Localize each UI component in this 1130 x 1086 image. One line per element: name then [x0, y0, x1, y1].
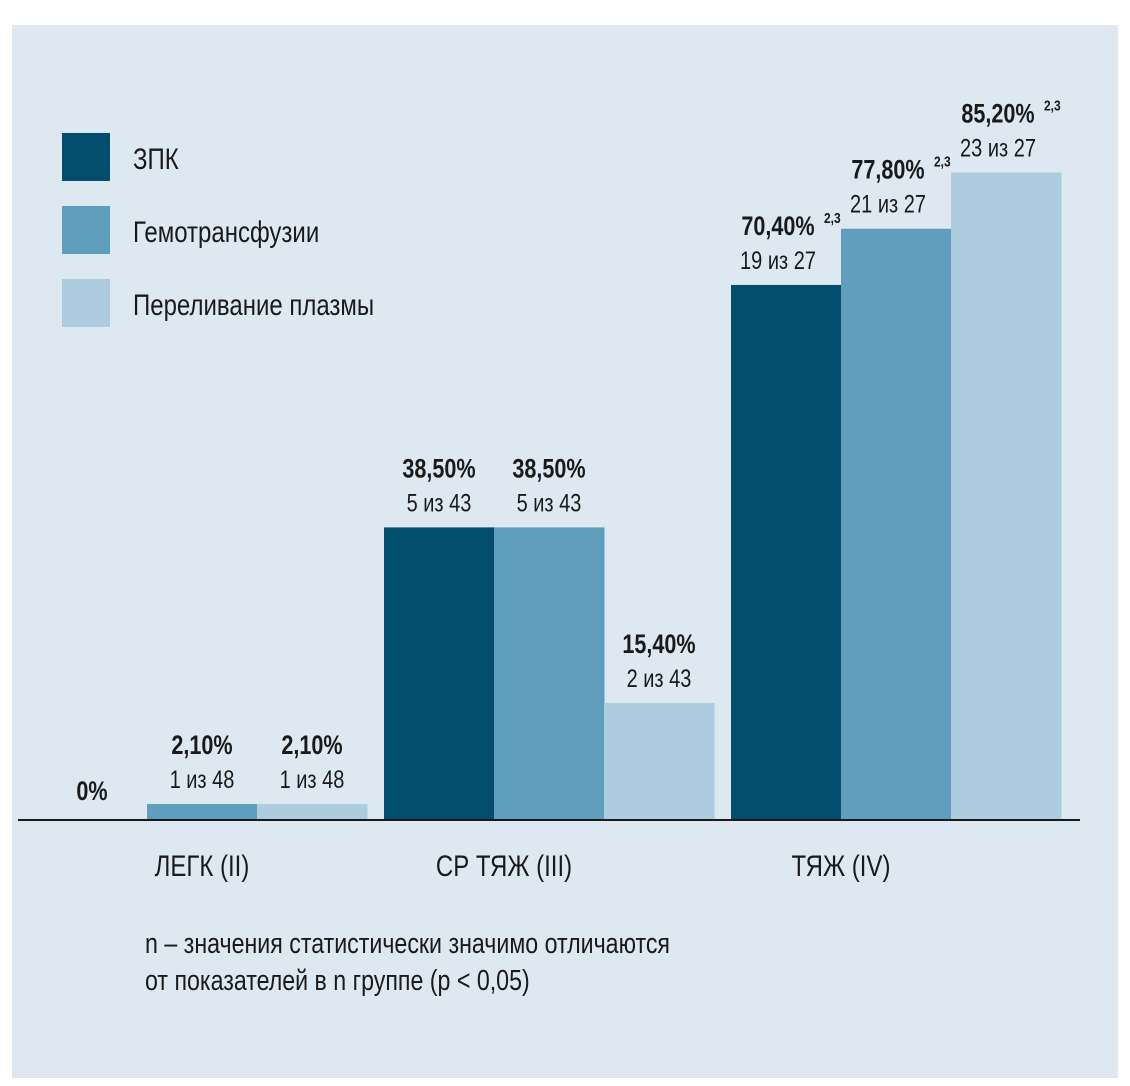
bar: [257, 804, 368, 820]
data-label: 38,50%: [512, 454, 585, 484]
count-label: 5 из 43: [517, 489, 582, 517]
x-tick-label: СР ТЯЖ (III): [436, 848, 572, 882]
legend-swatch: [62, 206, 110, 254]
data-label: 77,80%: [851, 156, 924, 186]
data-label: 2,10%: [171, 731, 232, 761]
count-label: 1 из 48: [170, 766, 235, 794]
bar: [731, 284, 842, 821]
count-label: 21 из 27: [850, 191, 926, 219]
bar: [494, 527, 605, 820]
x-tick-label: ТЯЖ (IV): [792, 848, 891, 882]
legend-swatch: [62, 279, 110, 327]
data-label: 70,40%: [741, 212, 814, 242]
data-label: 38,50%: [402, 454, 475, 484]
bar: [384, 527, 495, 820]
x-tick-label: ЛЕГК (II): [155, 848, 250, 882]
footnote: от показателей в n группе (p < 0,05): [145, 963, 530, 996]
legend-label: Переливание плазмы: [133, 287, 374, 321]
data-label: 2,10%: [281, 731, 342, 761]
bar: [951, 172, 1062, 821]
data-label: 15,40%: [622, 630, 695, 660]
count-label: 2 из 43: [627, 665, 692, 693]
footnote: n – значения статистически значимо отлич…: [145, 926, 670, 959]
bar: [147, 804, 258, 820]
legend-label: Гемотрансфузии: [133, 214, 319, 248]
count-label: 23 из 27: [960, 134, 1036, 162]
legend-label: ЗПК: [133, 141, 179, 175]
data-label-superscript: 2,3: [934, 153, 951, 170]
count-label: 19 из 27: [740, 247, 816, 275]
count-label: 1 из 48: [280, 766, 345, 794]
data-label: 0%: [76, 777, 107, 807]
count-label: 5 из 43: [407, 489, 472, 517]
data-label-superscript: 2,3: [824, 210, 841, 227]
bar: [604, 702, 715, 820]
data-label-superscript: 2,3: [1044, 97, 1061, 114]
legend-swatch: [62, 133, 110, 181]
data-label: 85,20%: [961, 99, 1034, 129]
bar: [841, 228, 952, 821]
